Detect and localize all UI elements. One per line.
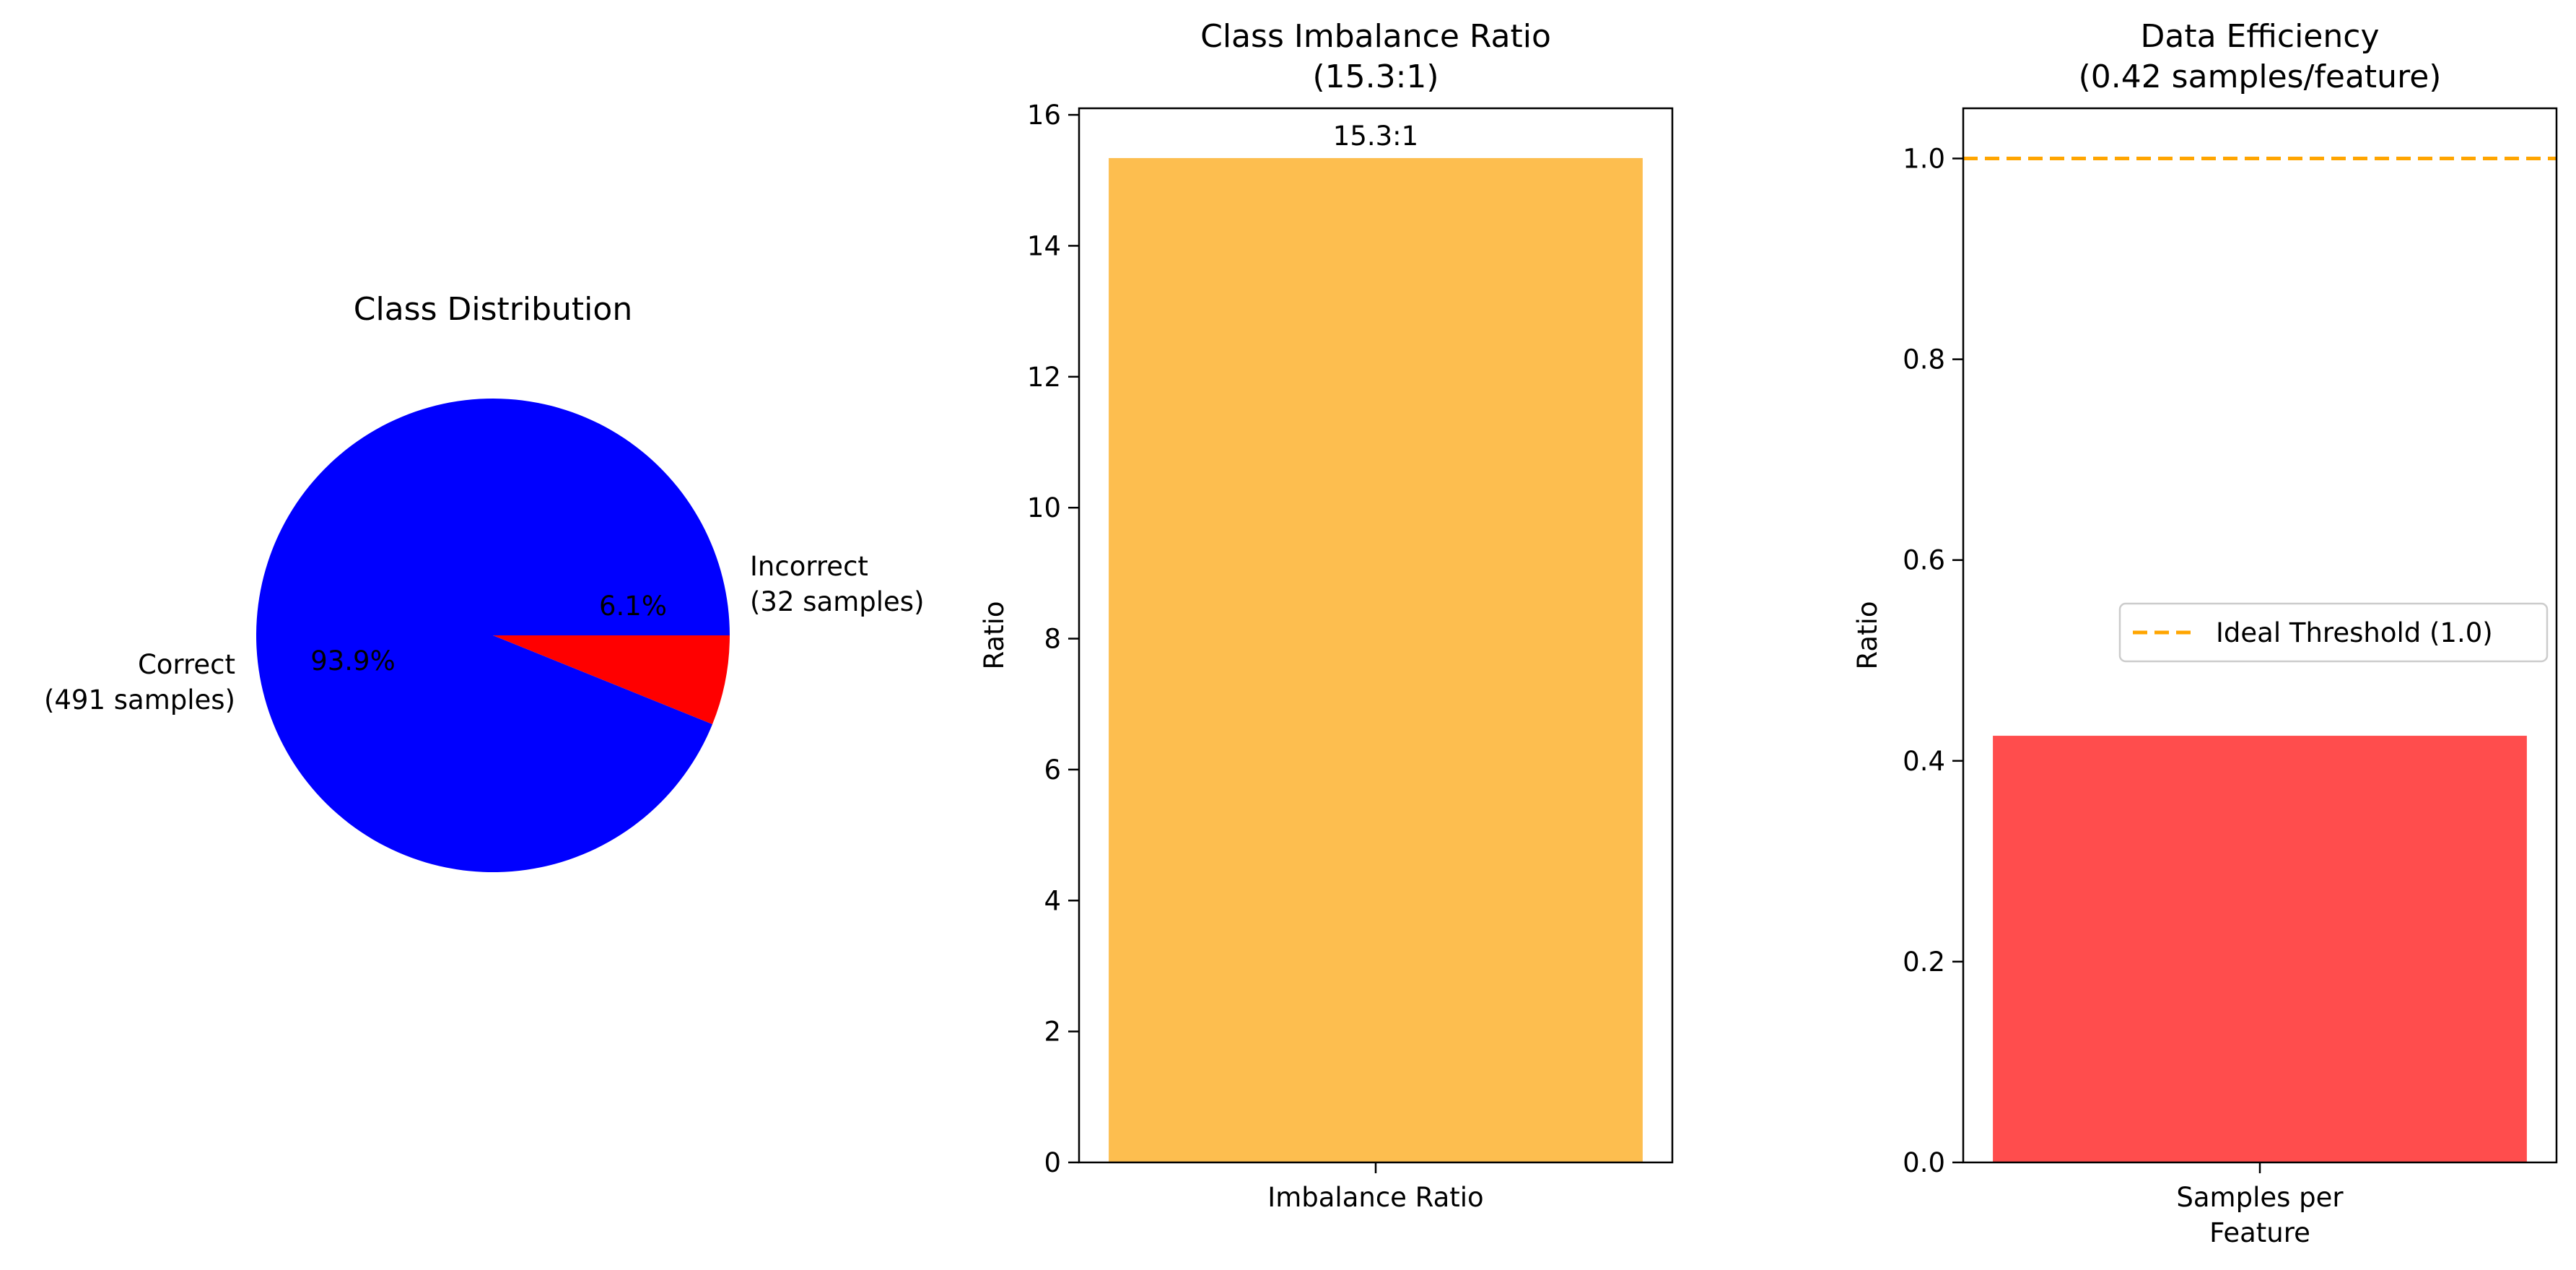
efficiency-y-axis: 0.0 0.2 0.4 0.6 0.8 1.0: [1903, 144, 1963, 1178]
pie-label-correct-count: (491 samples): [44, 684, 235, 716]
pie-pct-incorrect: 6.1%: [599, 591, 667, 622]
y-tick-label: 2: [1044, 1017, 1061, 1048]
y-tick-label: 0.8: [1903, 344, 1945, 375]
y-tick-label: 12: [1027, 362, 1061, 393]
pie-pct-correct: 93.9%: [310, 645, 396, 677]
efficiency-legend: Ideal Threshold (1.0): [2118, 602, 2549, 663]
y-tick-label: 16: [1027, 100, 1061, 131]
imbalance-chart-subtitle: (15.3:1): [1312, 58, 1438, 95]
y-tick-label: 10: [1027, 492, 1061, 523]
efficiency-chart-subtitle: (0.42 samples/feature): [2079, 58, 2442, 95]
y-tick-label: 0.2: [1903, 947, 1945, 978]
y-tick-label: 0.0: [1903, 1147, 1945, 1178]
legend-box: [2118, 602, 2549, 663]
y-tick-label: 0.4: [1903, 746, 1945, 777]
imbalance-chart-title: Class Imbalance Ratio: [1200, 18, 1551, 55]
y-tick-label: 4: [1044, 885, 1061, 916]
pie-label-incorrect-count: (32 samples): [750, 586, 925, 617]
efficiency-chart-title: Data Efficiency: [2141, 18, 2380, 55]
pie-slice-correct: [256, 398, 730, 872]
imbalance-y-axis-label: Ratio: [979, 601, 1010, 670]
imbalance-chart-panel: Class Imbalance Ratio (15.3:1) 15.3:1 0 2…: [979, 18, 1674, 1213]
y-tick-label: 0.6: [1903, 545, 1945, 576]
efficiency-chart-panel: Data Efficiency (0.42 samples/feature) 0…: [1852, 18, 2558, 1248]
efficiency-bar: [1993, 736, 2527, 1162]
pie-label-correct: Correct: [138, 649, 235, 680]
pie-chart-panel: Class Distribution 93.9% 6.1% Correct (4…: [44, 291, 925, 872]
efficiency-x-tick-label-line2: Feature: [2209, 1217, 2310, 1248]
y-tick-label: 1.0: [1903, 144, 1945, 175]
pie-label-incorrect: Incorrect: [750, 551, 868, 582]
imbalance-y-axis: 0 2 4 6 8 10 12 14 16: [1027, 100, 1079, 1178]
y-tick-label: 0: [1044, 1147, 1061, 1178]
y-tick-label: 14: [1027, 230, 1061, 261]
pie-chart-title: Class Distribution: [354, 291, 632, 328]
pie-slice-incorrect: [493, 635, 730, 725]
legend-threshold-label: Ideal Threshold (1.0): [2216, 617, 2493, 648]
y-tick-label: 6: [1044, 754, 1061, 786]
efficiency-x-tick-label: Samples per: [2176, 1182, 2344, 1213]
y-tick-label: 8: [1044, 624, 1061, 655]
imbalance-x-tick-label: Imbalance Ratio: [1267, 1182, 1483, 1213]
imbalance-bar-value-label: 15.3:1: [1333, 121, 1418, 152]
imbalance-bar: [1109, 157, 1643, 1163]
efficiency-y-axis-label: Ratio: [1852, 601, 1883, 670]
